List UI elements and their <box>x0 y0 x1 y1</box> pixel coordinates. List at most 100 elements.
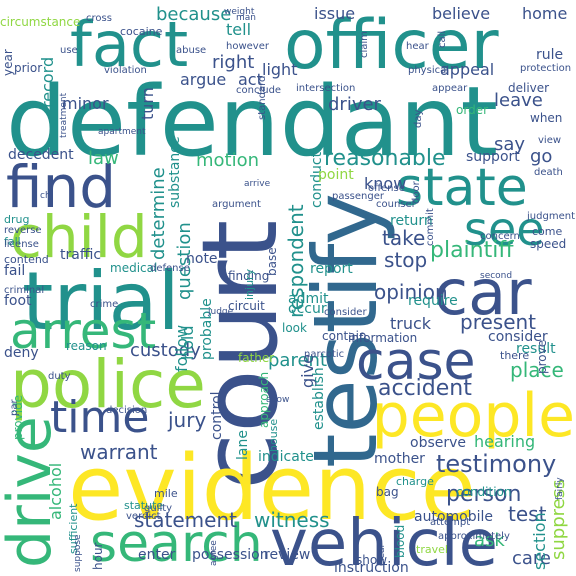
word: death <box>534 167 563 178</box>
word: criminal <box>4 285 45 296</box>
word: speed <box>530 237 567 251</box>
word: traffic <box>60 247 102 263</box>
word: judge <box>208 307 234 317</box>
word: case <box>356 332 476 392</box>
word: attempt <box>430 517 471 528</box>
word: however <box>226 41 269 52</box>
word: conclude <box>236 85 282 96</box>
word: consider <box>488 329 548 345</box>
word: follow <box>172 324 191 372</box>
word: fact <box>70 8 189 81</box>
word: drug <box>4 213 30 226</box>
word: warrant <box>80 440 158 464</box>
word: test <box>508 502 547 526</box>
word: light <box>262 60 298 79</box>
word: standard <box>257 75 268 120</box>
word: prior <box>14 61 43 75</box>
word: when <box>530 111 563 125</box>
word: prove <box>535 339 549 374</box>
word: allow <box>266 395 290 405</box>
word: statement <box>134 508 237 532</box>
word: narcotic <box>304 349 345 360</box>
word: child <box>10 203 148 271</box>
word: show <box>356 553 388 567</box>
word: counsel <box>376 199 415 210</box>
word: contend <box>4 253 49 266</box>
word: leave <box>494 90 543 111</box>
word: minor <box>62 94 109 113</box>
word: cross <box>86 13 112 24</box>
word: defense <box>150 263 190 274</box>
word: say <box>494 134 526 155</box>
word: opinion <box>374 280 448 304</box>
word: plaintiff <box>430 238 514 263</box>
word: result <box>516 341 556 357</box>
word: trial <box>22 255 180 348</box>
word: vehicle <box>270 507 498 576</box>
word: crime <box>90 299 119 310</box>
word: view <box>538 135 562 146</box>
word: information <box>348 331 418 345</box>
word: medical <box>110 261 158 275</box>
word: abuse <box>176 45 207 56</box>
word: hour <box>91 542 105 571</box>
word: statute <box>124 499 164 512</box>
word: people <box>371 381 575 451</box>
word: truck <box>390 314 432 333</box>
word: second <box>480 271 513 281</box>
word: father <box>238 351 275 365</box>
word: commit <box>425 208 436 246</box>
word: circumstance <box>0 15 81 29</box>
word: instruction <box>334 560 409 576</box>
word: violation <box>104 65 147 76</box>
word: support <box>466 149 520 165</box>
word: observe <box>410 435 467 451</box>
word: time <box>50 392 150 443</box>
word: call <box>437 30 448 48</box>
word: argument <box>212 199 261 210</box>
word: intersection <box>296 83 356 94</box>
word: fall <box>4 235 21 248</box>
word: testimony <box>436 450 557 478</box>
word: law <box>88 148 119 169</box>
word: par <box>9 399 20 416</box>
word: finding <box>228 269 270 283</box>
word: require <box>408 293 458 309</box>
word: home <box>522 4 568 23</box>
word: deny <box>4 345 39 361</box>
word: lane <box>235 430 251 460</box>
word: injury <box>243 268 256 300</box>
word: jury <box>168 408 207 432</box>
word: witness <box>254 508 330 532</box>
word: charge <box>396 475 434 488</box>
word: motion <box>196 150 260 171</box>
word: car <box>434 256 532 329</box>
word: offense <box>368 183 405 194</box>
word: arrest <box>10 302 157 360</box>
word: condition <box>456 485 512 499</box>
word: present <box>460 310 537 334</box>
word: judgment <box>527 211 575 222</box>
word: reason <box>66 339 107 353</box>
word: approximately <box>438 531 510 542</box>
word: take <box>382 226 426 250</box>
word: state <box>396 158 528 218</box>
word: ask <box>474 530 505 551</box>
word: person <box>446 482 522 507</box>
word: alcohol <box>46 462 65 520</box>
word: apartment <box>98 127 146 137</box>
word: weight <box>224 7 255 17</box>
word: possession <box>192 547 269 563</box>
word: fail <box>4 263 26 279</box>
word: because <box>156 4 232 25</box>
word: duty <box>48 371 71 382</box>
word: automobile <box>414 509 493 525</box>
word: appeal <box>440 60 495 79</box>
word: consider <box>324 307 367 318</box>
word: substance <box>167 136 183 208</box>
word: decedent <box>8 147 74 163</box>
word: care <box>512 548 552 569</box>
word: arrive <box>244 179 271 189</box>
word: look <box>282 321 307 335</box>
